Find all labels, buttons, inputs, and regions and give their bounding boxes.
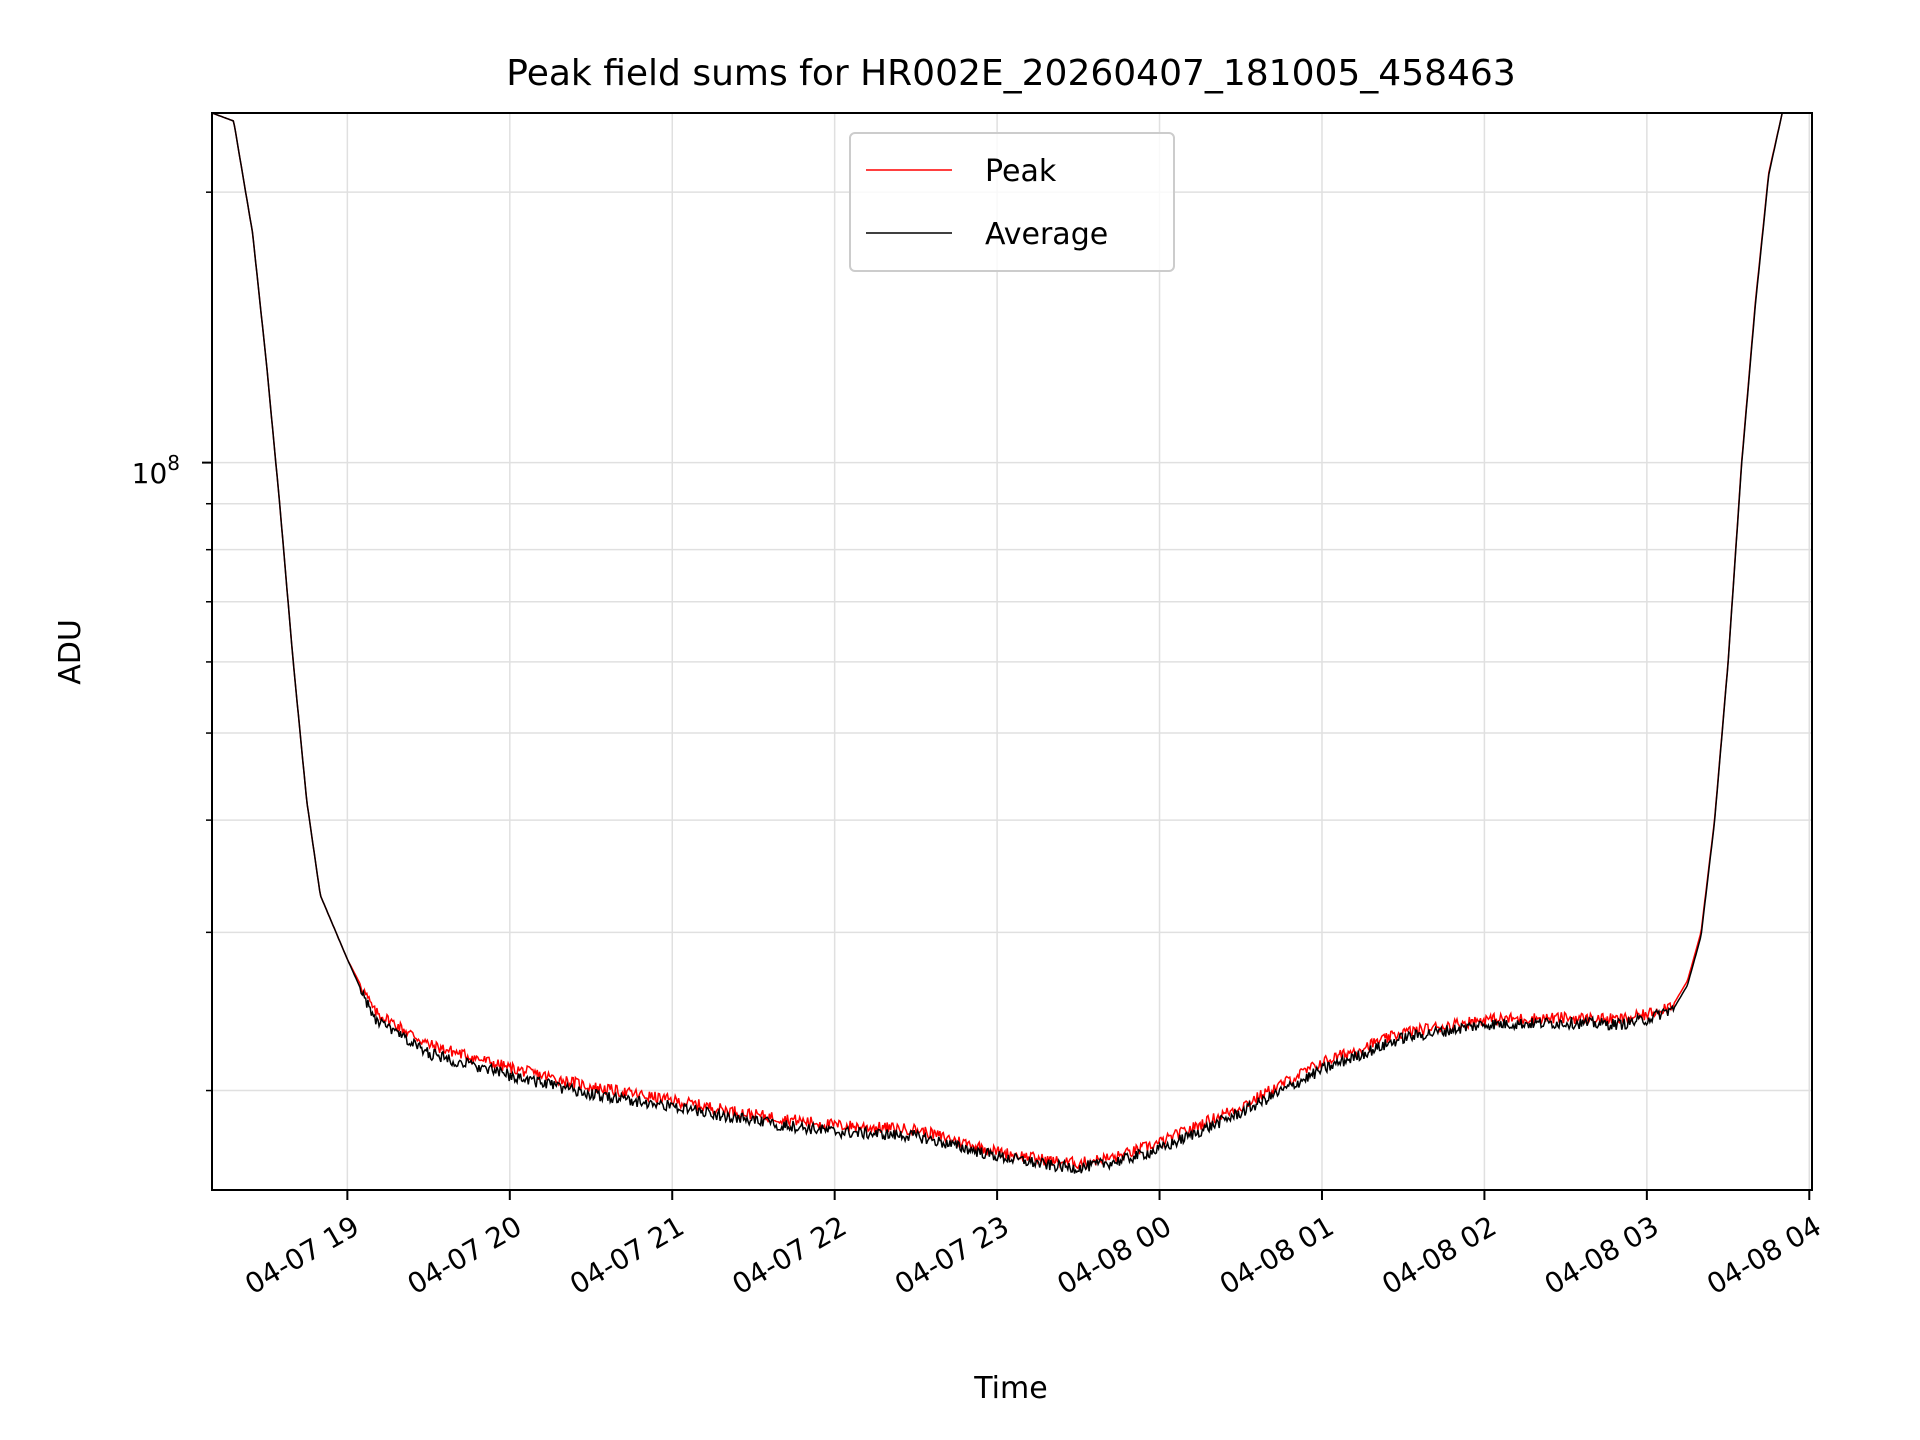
plot-area-frame [211,112,1813,1191]
legend: Peak Average [849,132,1175,272]
series-lines [211,112,1783,1174]
chart-title: Peak field sums for HR002E_20260407_1810… [506,53,1515,94]
legend-average-label: Average [985,217,1108,252]
average-series-line [211,112,1783,1174]
legend-peak-label: Peak [985,154,1057,189]
peak-series-line [211,112,1783,1171]
y-axis-label: ADU [53,619,88,685]
y-tick-label: 108 [132,451,180,490]
legend-box [849,132,1175,272]
x-axis-label: Time [973,1371,1047,1406]
gridlines [212,113,1812,1190]
